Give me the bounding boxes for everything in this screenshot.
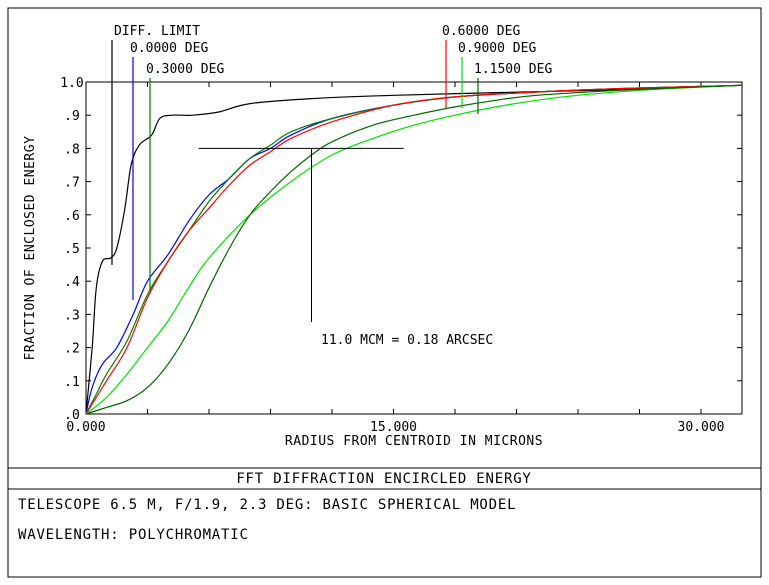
- series-line-3: [85, 84, 743, 415]
- annotation-text: 11.0 MCM = 0.18 ARCSEC: [321, 333, 493, 348]
- y-tick-label: .4: [64, 275, 80, 290]
- y-tick-label: .7: [64, 176, 80, 191]
- y-tick-label: .3: [64, 308, 80, 323]
- legend: DIFF. LIMIT 0.0000 DEG 0.3000 DEG 0.6000 DE…: [111, 24, 552, 300]
- legend-label-3: 0.6000 DEG: [442, 24, 520, 39]
- outer-border: [7, 7, 762, 578]
- series-line-4: [85, 84, 743, 415]
- x-axis: 0.000 15.000 30.000: [66, 82, 724, 435]
- y-axis-label: FRACTION OF ENCLOSED ENERGY: [23, 136, 38, 361]
- y-tick-label: .9: [64, 109, 80, 124]
- y-axis: .0 .1 .2 .3 .4 .5 .6 .7 .8 .9 1.0: [60, 76, 742, 423]
- footer-line-2: WAVELENGTH: POLYCHROMATIC: [18, 527, 249, 543]
- series-line-2: [85, 84, 743, 415]
- series-lines: [85, 84, 743, 415]
- series-line-1: [85, 84, 743, 415]
- series-line-0: [85, 84, 743, 415]
- y-tick-label: .0: [64, 408, 80, 423]
- x-axis-label: RADIUS FROM CENTROID IN MICRONS: [285, 434, 543, 449]
- y-tick-label: .2: [64, 342, 80, 357]
- legend-label-0: DIFF. LIMIT: [114, 24, 200, 39]
- x-tick-label: 15.000: [370, 420, 417, 435]
- plot-area-frame: [85, 81, 743, 415]
- y-tick-label: .8: [64, 142, 80, 157]
- legend-label-1: 0.0000 DEG: [130, 41, 208, 56]
- footer-line-1: TELESCOPE 6.5 M, F/1.9, 2.3 DEG: BASIC S…: [18, 497, 516, 513]
- legend-label-5: 1.1500 DEG: [474, 62, 552, 77]
- series-line-5: [85, 84, 743, 415]
- legend-label-4: 0.9000 DEG: [458, 41, 536, 56]
- y-tick-label: .1: [64, 375, 80, 390]
- legend-label-2: 0.3000 DEG: [146, 62, 224, 77]
- x-tick-label: 30.000: [678, 420, 725, 435]
- x-tick-label: 0.000: [66, 420, 105, 435]
- footer-title: FFT DIFFRACTION ENCIRCLED ENERGY: [236, 471, 531, 487]
- y-tick-label: 1.0: [60, 76, 83, 91]
- y-tick-label: .5: [64, 242, 80, 257]
- annotation: 11.0 MCM = 0.18 ARCSEC: [198, 147, 493, 348]
- y-tick-label: .6: [64, 209, 80, 224]
